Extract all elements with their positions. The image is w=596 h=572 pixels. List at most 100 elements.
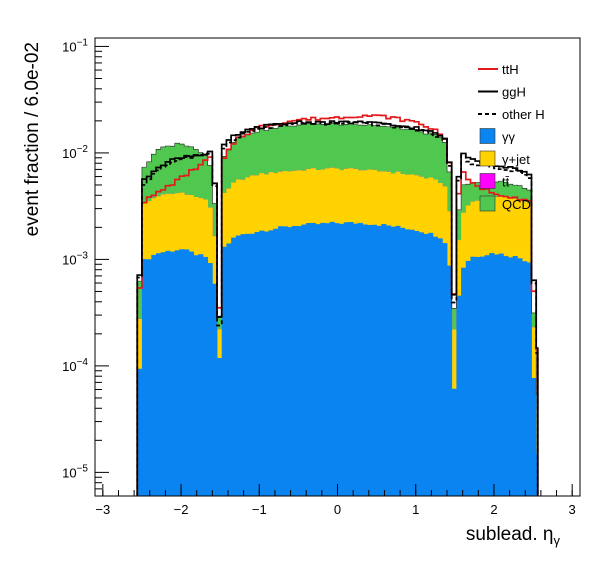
bar [240,234,246,497]
line-ttH [136,114,539,496]
bar [437,238,443,496]
bar [475,256,481,496]
bar [235,235,241,496]
y-tick-label: 10−3 [62,250,88,267]
bar [348,221,354,496]
bar [310,222,316,496]
x-tick-label: −3 [95,502,110,517]
legend-label: tt̄ [502,175,510,190]
x-axis-title-subscript: γ [554,533,561,548]
legend-label: QCD [502,197,531,212]
bar [259,230,265,496]
bar [400,227,406,496]
bar [517,258,523,496]
bar [254,232,260,496]
x-tick-label: −2 [174,502,189,517]
bar [320,222,326,496]
legend: ttH ggH other H γγ γ+jet tt̄ QCD [478,62,545,212]
bar [273,228,279,497]
bar [141,259,148,496]
x-tick-label: 3 [569,502,576,517]
legend-entry: ggH [478,85,526,100]
legend-label: γ+jet [502,152,530,167]
bar [465,260,471,496]
signal-histograms [136,114,539,496]
bar [371,224,378,496]
bar [395,225,401,496]
series-γγ [137,221,539,497]
bar [212,283,218,496]
legend-box-swatch [479,128,496,144]
x-axis-title: sublead. ηγ [466,524,561,548]
legend-label: other H [502,107,545,122]
x-tick-label: 0 [334,502,341,517]
x-tick-label: 2 [490,502,497,517]
y-tick-label: 10−2 [62,144,88,161]
bar [221,246,227,496]
y-tick-label: 10−1 [62,37,88,54]
bar [306,222,312,496]
bar [423,233,429,497]
bar [301,224,307,496]
bar [404,229,410,496]
bar [362,224,368,496]
bar [315,224,321,496]
legend-label: ggH [502,85,526,100]
bar [231,237,237,496]
bar [160,252,166,496]
bar [508,257,514,496]
bar [287,227,293,496]
bar [418,232,424,497]
bar [353,223,359,496]
bar [381,224,387,496]
bar [179,249,185,496]
bar [522,261,528,496]
bar [268,230,274,496]
bar [249,233,255,496]
bar [526,262,532,496]
bar [329,221,335,496]
bar [498,253,504,496]
legend-label: γγ [502,130,516,145]
bar [282,226,288,497]
bar [386,225,392,496]
bar [292,225,298,496]
legend-entry: γ+jet [479,150,530,167]
bar [202,256,209,496]
bar [428,232,434,496]
bar [531,377,537,496]
bar [324,223,331,496]
bar [390,226,396,496]
bar [170,251,176,496]
bar [479,256,485,496]
bar [184,249,190,496]
bar [339,223,345,496]
bar [193,255,199,496]
bar [442,243,448,496]
bar [409,229,415,496]
bar [503,256,509,496]
bar [484,255,490,496]
legend-label: ttH [502,62,519,77]
bar [245,233,251,496]
bar [451,388,457,496]
bar [357,222,363,497]
bar [137,368,143,496]
bar [146,259,152,496]
stacked-histograms [136,122,539,497]
bar [296,226,302,497]
bar [217,358,223,496]
bar [456,295,462,496]
legend-box-swatch [479,195,496,212]
bar [493,254,500,496]
bar [367,224,373,497]
line-other H [136,120,539,496]
legend-entry: tt̄ [479,173,510,190]
bar [461,267,467,496]
x-axis: −3 −2 −1 0 1 2 3 [95,484,576,517]
bar [156,253,162,496]
bar [198,254,204,496]
bar [512,255,518,496]
bar [470,256,476,496]
